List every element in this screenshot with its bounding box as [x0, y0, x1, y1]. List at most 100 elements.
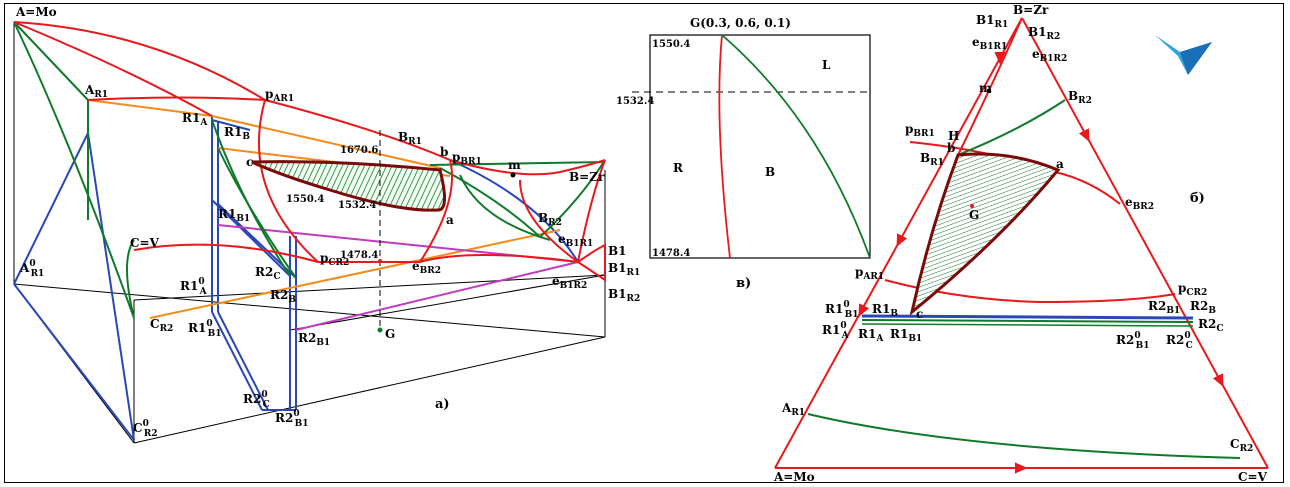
label-r2c0: R20 C	[243, 390, 270, 410]
vertex-a-mo: A=Mo	[15, 5, 57, 19]
label-a-b: a	[1056, 157, 1064, 171]
temp-1670: 1670.6	[340, 145, 378, 156]
label-par1: pAR1	[265, 87, 294, 104]
label-r2c-b: R2C	[1198, 317, 1224, 334]
vertex-c-v: C=V	[130, 236, 160, 250]
temp-1550: 1550.4	[286, 194, 324, 205]
m-point-b	[987, 89, 991, 93]
label-pcr2-b: pCR2	[1178, 281, 1207, 298]
label-r1b1: R1B1	[218, 207, 250, 224]
label-ar1-0: A0 R1	[19, 259, 44, 279]
label-r1b: R1B	[224, 125, 250, 142]
label-r1a: R1A	[182, 111, 208, 128]
temp-1478: 1478.4	[340, 250, 378, 261]
red-lines	[13, 21, 606, 282]
label-br1: BR1	[398, 130, 422, 147]
label-a: a	[446, 213, 454, 227]
logo-icon	[1155, 35, 1212, 75]
isopleth-t-top: 1550.4	[652, 39, 690, 50]
label-br2: BR2	[538, 211, 562, 228]
label-r2c0-b: R20 C	[1166, 331, 1193, 351]
label-r2b1: R2B1	[298, 331, 330, 348]
label-r2c: R2C	[255, 265, 281, 282]
label-pbr1: pBR1	[452, 150, 482, 167]
figure-frame	[4, 3, 1284, 483]
main-triangle	[774, 17, 1269, 474]
label-ar1: AR1	[84, 83, 108, 100]
label-r1b1-b: R1B1	[890, 327, 922, 344]
label-c-b: c	[916, 307, 923, 321]
label-b-b: b	[947, 141, 955, 155]
label-r1a0: R10 A	[180, 277, 208, 297]
label-r2b: R2B	[270, 288, 296, 305]
panel-a-labels: A=Mo B=Zr C=V G AR1 A0 R1 pAR1 R1A R1B R1…	[15, 5, 640, 439]
label-eb1r1-b: eB1R1	[972, 35, 1007, 52]
panel-v: 1550.4 1532.4 1478.4 G(0.3, 0.6, 0.1) L …	[616, 16, 871, 291]
green-lines	[13, 21, 606, 319]
isopleth-t-bot: 1478.4	[652, 248, 690, 259]
label-eb1r2-b: eB1R2	[1032, 47, 1067, 64]
panel-a: A=Mo B=Zr C=V G AR1 A0 R1 pAR1 R1A R1B R1…	[13, 5, 640, 444]
g-point-b	[970, 204, 974, 208]
label-m: m	[508, 158, 521, 172]
label-br2-b: BR2	[1068, 89, 1092, 106]
m-point	[510, 172, 516, 178]
vertex-a-mo-b: A=Mo	[773, 470, 815, 484]
label-m-b: m	[979, 81, 992, 95]
label-b1r1-b: B1R1	[976, 13, 1008, 30]
label-r2b1-b: R2B1	[1148, 299, 1180, 316]
isopleth-t-mid: 1532.4	[616, 96, 654, 107]
blue-boundaries	[13, 116, 579, 441]
label-pcr2: pCR2	[320, 251, 349, 268]
panel-b: B=Zr A=Mo C=V B1R1 B1R2 eB1R1 eB1R2 m BR…	[773, 3, 1269, 484]
temp-1532: 1532.4	[338, 200, 376, 211]
point-g: G	[385, 327, 395, 341]
vertex-b-zr-b: B=Zr	[1013, 3, 1049, 17]
label-h-b: H	[948, 129, 959, 143]
label-b1: B1	[608, 244, 627, 258]
region-l: L	[822, 58, 831, 72]
label-c: c	[246, 155, 253, 169]
g-point	[377, 327, 383, 333]
label-par1-b: pAR1	[855, 265, 884, 282]
region-r: R	[673, 161, 684, 175]
label-ar1-b: AR1	[781, 401, 805, 418]
liquidus-region	[909, 152, 1061, 316]
label-g-b: G	[969, 208, 979, 222]
label-r1a0-b: R10 A	[822, 321, 850, 341]
label-r2b1-0: R20 B1	[275, 409, 308, 429]
label-r1b1-0: R10 B1	[188, 319, 221, 339]
panel-a-title: а)	[435, 397, 450, 412]
region-b: B	[765, 165, 775, 179]
label-cr2: CR2	[150, 317, 173, 334]
isopleth-red-curve	[718, 34, 731, 259]
three-phase-region	[251, 160, 446, 212]
panel-b-labels: B=Zr A=Mo C=V B1R1 B1R2 eB1R1 eB1R2 m BR…	[773, 3, 1268, 484]
orange-lines	[87, 99, 561, 319]
label-br1-b: BR1	[920, 151, 944, 168]
label-ebr2: eBR2	[412, 259, 441, 276]
vertex-c-v-b: C=V	[1238, 470, 1268, 484]
isopleth-header: G(0.3, 0.6, 0.1)	[690, 16, 791, 30]
panel-b-title: б)	[1190, 191, 1205, 206]
label-cr2-0: C0 R2	[133, 419, 158, 439]
panel-v-title: в)	[736, 276, 751, 291]
isopleth-green-curve	[721, 34, 871, 259]
label-r2b1-0-b: R20 B1	[1116, 331, 1149, 351]
label-r1b-b: R1B	[872, 302, 898, 319]
label-b: b	[440, 145, 448, 159]
label-r1b1-0-b: R10 B1	[825, 300, 858, 320]
label-r2b-b: R2B	[1190, 299, 1216, 316]
label-b1r2-b: B1R2	[1028, 25, 1060, 42]
label-r1a-b: R1A	[858, 327, 884, 344]
label-cr2-b: CR2	[1230, 437, 1253, 454]
label-b1r1: B1R1	[608, 261, 640, 278]
vertex-b-zr: B=Zr	[569, 170, 605, 184]
label-pbr1-b: pBR1	[905, 122, 935, 139]
label-eb1r2: eB1R2	[552, 274, 587, 291]
label-b1r2: B1R2	[608, 287, 640, 304]
prism-edges	[13, 22, 606, 444]
label-eb1r1: eB1R1	[558, 232, 593, 249]
inner-curves	[807, 17, 1241, 459]
